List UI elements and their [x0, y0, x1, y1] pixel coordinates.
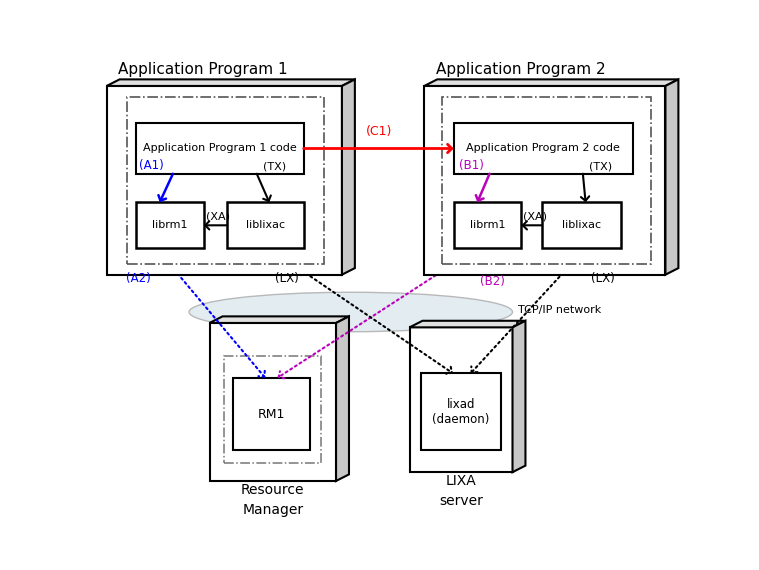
Bar — [454, 202, 521, 249]
Text: liblixac: liblixac — [562, 221, 601, 230]
Text: (TX): (TX) — [263, 161, 285, 172]
Bar — [106, 86, 342, 275]
Text: liblixac: liblixac — [246, 221, 285, 230]
Text: (A1): (A1) — [140, 158, 164, 172]
Text: Application Program 2 code: Application Program 2 code — [467, 144, 620, 153]
Bar — [128, 97, 324, 264]
Text: librm1: librm1 — [470, 221, 505, 230]
Bar — [542, 202, 622, 249]
Text: (LX): (LX) — [276, 272, 299, 286]
Text: (LX): (LX) — [591, 272, 616, 286]
Bar — [136, 202, 203, 249]
Polygon shape — [666, 79, 679, 275]
Bar — [410, 327, 512, 472]
Text: (TX): (TX) — [589, 161, 612, 172]
Text: Resource: Resource — [241, 483, 304, 497]
Text: TCP/IP network: TCP/IP network — [518, 305, 602, 315]
Text: (XA): (XA) — [206, 212, 231, 222]
Text: server: server — [439, 494, 483, 508]
Polygon shape — [336, 316, 349, 481]
Bar — [424, 86, 666, 275]
Polygon shape — [424, 79, 679, 86]
Text: (C1): (C1) — [366, 124, 392, 137]
Text: lixad
(daemon): lixad (daemon) — [433, 398, 490, 426]
Polygon shape — [209, 316, 349, 323]
Text: Application Program 2: Application Program 2 — [436, 62, 606, 77]
Bar — [233, 378, 310, 450]
Bar — [227, 202, 304, 249]
Polygon shape — [410, 321, 525, 327]
Text: (A2): (A2) — [126, 272, 150, 286]
Text: (B2): (B2) — [480, 275, 505, 288]
Polygon shape — [106, 79, 355, 86]
Ellipse shape — [189, 292, 512, 332]
Text: (XA): (XA) — [523, 212, 546, 222]
Bar — [421, 373, 501, 450]
Text: librm1: librm1 — [152, 221, 187, 230]
Text: RM1: RM1 — [257, 408, 285, 421]
Bar — [454, 123, 633, 174]
Text: (B1): (B1) — [459, 158, 483, 172]
Bar — [209, 323, 336, 481]
Bar — [136, 123, 304, 174]
Text: Application Program 1: Application Program 1 — [118, 62, 288, 77]
Bar — [225, 356, 321, 463]
Text: Manager: Manager — [242, 503, 304, 517]
Polygon shape — [512, 321, 525, 472]
Text: LIXA: LIXA — [446, 474, 477, 488]
Text: Application Program 1 code: Application Program 1 code — [143, 144, 297, 153]
Bar — [442, 97, 650, 264]
Polygon shape — [342, 79, 355, 275]
